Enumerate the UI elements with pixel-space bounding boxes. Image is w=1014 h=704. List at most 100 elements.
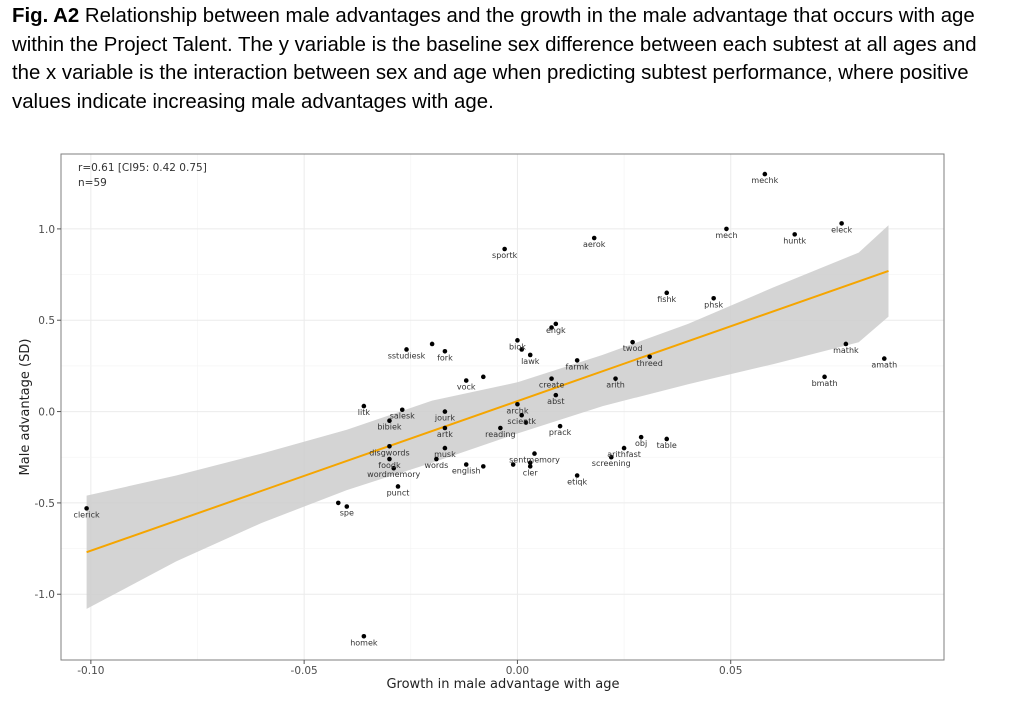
point-label: sportk (492, 251, 518, 260)
data-point (523, 420, 529, 425)
data-point (527, 464, 533, 469)
point-label: fishk (657, 295, 676, 304)
plot-panel-border (60, 153, 945, 661)
data-point (664, 290, 670, 296)
data-point (361, 403, 367, 409)
point-label: engk (546, 326, 566, 335)
point-label: threed (637, 359, 663, 368)
point-label: archk (506, 406, 528, 415)
point-label: sstudiesk (388, 351, 426, 360)
data-point (613, 376, 618, 381)
point-label: etiqk (567, 478, 587, 487)
data-point (647, 354, 652, 360)
point-label: fork (437, 353, 453, 362)
x-axis-title: Growth in male advantage with age (386, 677, 619, 692)
data-point (553, 321, 559, 327)
data-point (434, 456, 439, 462)
data-point (527, 460, 533, 466)
data-point (399, 407, 405, 413)
point-label: english (452, 467, 481, 476)
point-labels-group: mechk eleck mech huntk aerok sportk fishk phsk e… (74, 176, 898, 647)
point-label: prack (549, 428, 572, 437)
point-label: jourk (434, 414, 455, 423)
point-label: wordmemory (367, 470, 420, 479)
data-point (630, 339, 635, 345)
y-tick-label: -1.0 (35, 589, 56, 601)
y-tick-label: 1.0 (38, 224, 55, 236)
data-point (574, 473, 580, 478)
data-point (621, 445, 627, 451)
point-label: litk (358, 408, 371, 417)
data-point (442, 348, 448, 354)
point-label: twod (623, 344, 643, 353)
point-label: homek (350, 638, 378, 647)
confidence-band-group (86, 225, 889, 609)
data-point (519, 412, 524, 418)
point-label: artk (437, 430, 453, 439)
confidence-band (86, 225, 889, 609)
point-label: scientk (507, 417, 536, 426)
stat-annotation-r: r=0.61 [CI95: 0.42 0.75] (78, 162, 207, 174)
y-tick-label: 0.5 (38, 315, 55, 327)
data-point (792, 232, 798, 237)
data-point (498, 425, 503, 431)
data-point (711, 296, 716, 301)
x-tick-label: 0.05 (719, 665, 742, 677)
data-point (387, 456, 392, 462)
stat-annotation-n: n=59 (78, 177, 107, 189)
data-point (335, 500, 341, 506)
data-point (591, 235, 597, 241)
data-point (843, 341, 849, 347)
point-label: bmath (812, 379, 838, 388)
data-point (442, 425, 448, 431)
point-label: eleck (831, 225, 852, 234)
data-point (481, 464, 486, 469)
point-label: bibiek (377, 423, 402, 432)
point-label: mechk (751, 176, 778, 185)
regression-line (86, 269, 889, 554)
point-label: amath (871, 361, 897, 370)
data-point (344, 504, 350, 509)
point-label: foodk (378, 461, 401, 470)
point-label: mathk (833, 346, 859, 355)
data-point (481, 374, 486, 380)
data-point (549, 325, 554, 330)
data-point (527, 352, 533, 358)
y-tick-label: 0.0 (38, 407, 55, 419)
point-label: aerok (583, 240, 606, 249)
point-label: cler (523, 468, 539, 477)
point-label: create (539, 381, 564, 390)
point-label: lawk (521, 357, 540, 366)
point-label: words (424, 461, 448, 470)
data-point (442, 409, 448, 414)
point-label: punct (387, 488, 410, 497)
point-label: clerick (74, 510, 100, 519)
y-tick-label: -0.5 (35, 498, 56, 510)
data-point (519, 347, 524, 352)
point-label: salesk (390, 412, 415, 421)
x-tick-label: 0.00 (506, 665, 529, 677)
y-axis-title: Male advantage (SD) (18, 339, 33, 476)
point-label: musk (434, 450, 456, 459)
x-tick-label: -0.10 (77, 665, 104, 677)
data-point (839, 221, 844, 226)
point-label: spe (340, 509, 354, 518)
data-point (638, 434, 644, 440)
data-point (391, 465, 397, 471)
data-point (549, 376, 554, 381)
data-point (387, 443, 392, 449)
point-label: reading (485, 430, 515, 439)
data-point (404, 347, 409, 352)
x-tick-label: -0.05 (291, 665, 318, 677)
point-label: screening (592, 459, 631, 468)
point-label: disgwords (369, 448, 409, 457)
point-label: obj (635, 439, 647, 448)
data-point (557, 423, 563, 429)
point-label: biok (509, 342, 526, 351)
data-point (664, 436, 670, 442)
figure-caption: Fig. A2 Relationship between male advant… (12, 2, 1002, 117)
point-label: table (657, 441, 677, 450)
data-point (822, 374, 827, 380)
data-point (608, 454, 614, 460)
